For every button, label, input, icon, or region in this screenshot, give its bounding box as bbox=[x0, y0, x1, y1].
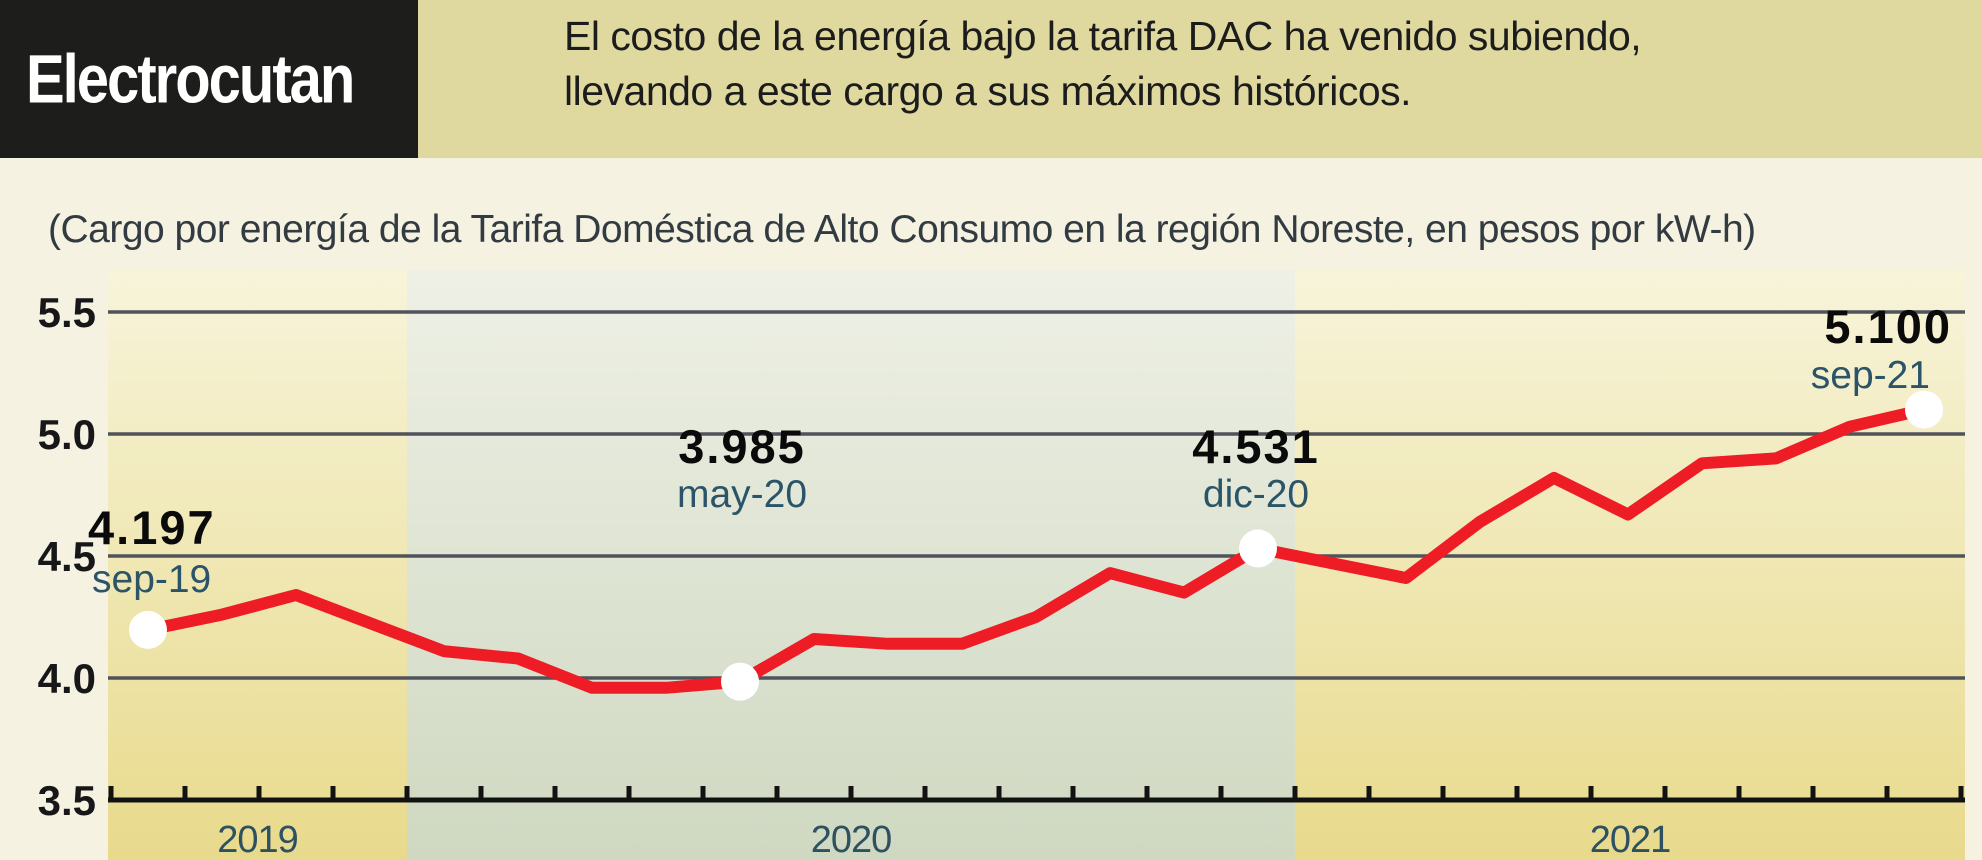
x-axis-tick bbox=[1514, 786, 1520, 798]
x-axis-tick bbox=[182, 786, 188, 798]
y-axis-label-5.0: 5.0 bbox=[38, 411, 96, 458]
data-point-sep-21 bbox=[1905, 390, 1943, 429]
x-axis-tick bbox=[1736, 786, 1742, 798]
y-axis-label-4.5: 4.5 bbox=[38, 533, 96, 580]
annotation-value-sep-21: 5.100 bbox=[1824, 300, 1952, 353]
annotation-date-sep-21: sep-21 bbox=[1811, 354, 1930, 397]
x-axis-tick bbox=[404, 786, 410, 798]
x-axis-tick bbox=[108, 786, 114, 798]
x-axis-tick bbox=[256, 786, 262, 798]
x-axis-tick bbox=[552, 786, 558, 798]
x-axis-tick bbox=[1958, 786, 1964, 798]
headline-line-2: llevando a este cargo a sus máximos hist… bbox=[564, 68, 1412, 114]
headline-band: El costo de la energía bajo la tarifa DA… bbox=[418, 0, 1982, 158]
year-label-2019: 2019 bbox=[217, 819, 298, 860]
x-axis-tick bbox=[700, 786, 706, 798]
x-axis-tick bbox=[1366, 786, 1372, 798]
brand-title: Electrocutan bbox=[26, 40, 355, 118]
year-label-2021: 2021 bbox=[1590, 819, 1671, 860]
x-axis-tick bbox=[1810, 786, 1816, 798]
data-point-dic-20 bbox=[1239, 529, 1277, 568]
brand-title-box: Electrocutan bbox=[0, 0, 418, 158]
x-axis-tick bbox=[774, 786, 780, 798]
x-axis-tick bbox=[1292, 786, 1298, 798]
annotation-value-sep-19: 4.197 bbox=[88, 501, 216, 554]
x-axis-tick bbox=[848, 786, 854, 798]
trend-line bbox=[142, 403, 1930, 694]
x-axis-tick bbox=[1884, 786, 1890, 798]
annotation-value-dic-20: 4.531 bbox=[1192, 420, 1320, 473]
annotation-date-sep-19: sep-19 bbox=[92, 558, 211, 601]
y-axis-label-3.5: 3.5 bbox=[38, 777, 96, 824]
x-axis-tick bbox=[1662, 786, 1668, 798]
headline-line-1: El costo de la energía bajo la tarifa DA… bbox=[564, 13, 1642, 59]
x-axis-tick bbox=[1144, 786, 1150, 798]
data-point-may-20 bbox=[721, 662, 759, 701]
data-point-sep-19 bbox=[129, 610, 167, 649]
year-band-2019 bbox=[108, 270, 407, 860]
x-axis-tick bbox=[1218, 786, 1224, 798]
x-axis-tick bbox=[1588, 786, 1594, 798]
x-axis-tick bbox=[1440, 786, 1446, 798]
x-axis-tick bbox=[922, 786, 928, 798]
x-axis-tick bbox=[996, 786, 1002, 798]
annotation-date-dic-20: dic-20 bbox=[1203, 473, 1309, 516]
y-axis-label-5.5: 5.5 bbox=[38, 289, 96, 336]
annotation-value-may-20: 3.985 bbox=[678, 420, 806, 473]
y-axis-label-4.0: 4.0 bbox=[38, 655, 96, 702]
year-label-2020: 2020 bbox=[811, 819, 892, 860]
x-axis-tick bbox=[478, 786, 484, 798]
chart-subtitle: (Cargo por energía de la Tarifa Doméstic… bbox=[48, 208, 1756, 251]
year-band-2021 bbox=[1295, 270, 1965, 860]
annotation-date-may-20: may-20 bbox=[677, 473, 807, 516]
x-axis-tick bbox=[330, 786, 336, 798]
x-axis-tick bbox=[1070, 786, 1076, 798]
year-band-2020 bbox=[407, 270, 1295, 860]
x-axis-tick bbox=[626, 786, 632, 798]
